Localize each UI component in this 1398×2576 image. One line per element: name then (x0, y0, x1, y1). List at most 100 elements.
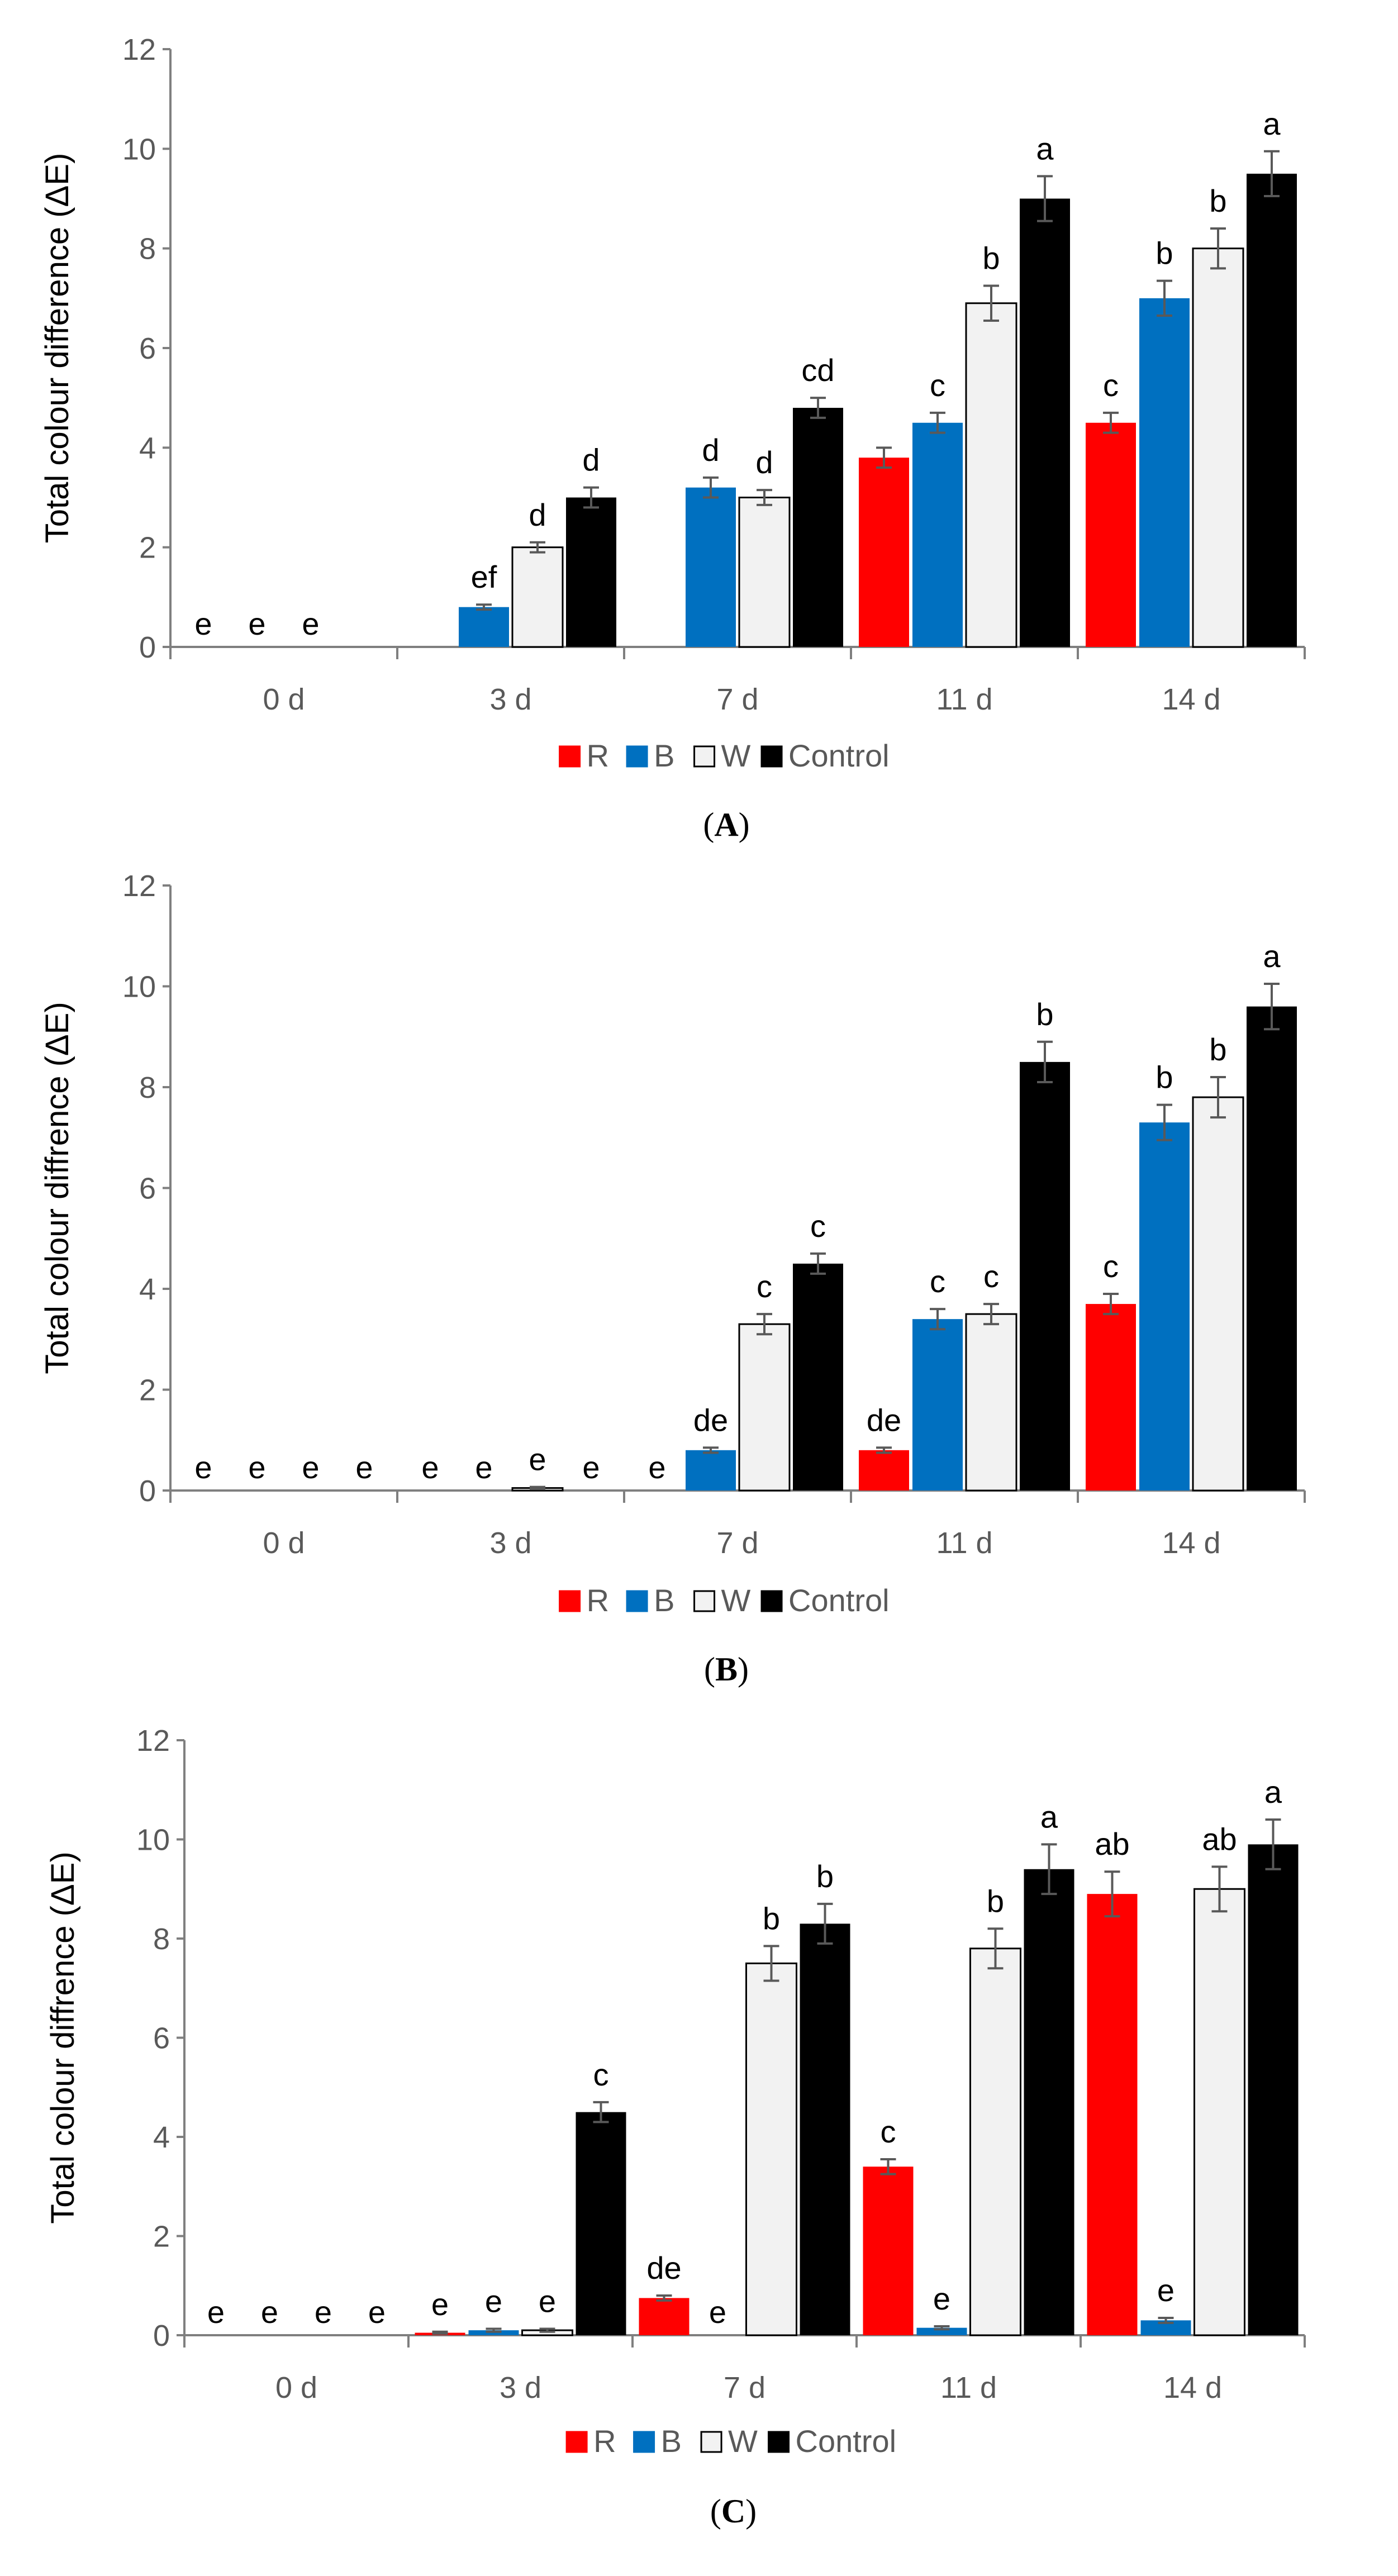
data-label: e (933, 2281, 950, 2316)
data-label: c (593, 2057, 609, 2092)
legend-swatch-W (700, 2431, 722, 2453)
data-label: b (982, 241, 1000, 276)
bar-Control (793, 1263, 843, 1491)
legend-swatch-R (559, 745, 581, 768)
y-tick-label: 12 (122, 869, 156, 903)
legend-label-B: B (661, 2423, 682, 2459)
data-label: d (702, 432, 719, 468)
data-label: e (207, 2294, 225, 2330)
data-label: e (421, 1450, 439, 1485)
data-label: e (1157, 2273, 1174, 2308)
data-label: c (810, 1208, 826, 1244)
x-tick-label: 11 d (936, 683, 992, 716)
y-tick-label: 10 (122, 132, 156, 166)
data-label: c (757, 1269, 772, 1304)
legend: R B W Control (559, 738, 890, 773)
data-label: b (987, 1883, 1004, 1918)
panel-caption: (B) (704, 1651, 749, 1688)
data-label: e (355, 1450, 373, 1485)
panel-caption: (C) (710, 2493, 757, 2530)
bar-B (912, 422, 963, 647)
x-tick-label: 3 d (500, 2371, 541, 2404)
x-tick-label: 11 d (936, 1526, 992, 1560)
data-label: ef (471, 559, 497, 594)
x-tick-label: 0 d (263, 1526, 305, 1560)
y-tick-label: 12 (136, 1724, 170, 1758)
y-axis-title: Total colour difference (ΔE) (39, 153, 75, 544)
bar-B (916, 2327, 967, 2335)
data-label: de (867, 1402, 901, 1437)
bar-Control (1248, 1844, 1299, 2335)
data-label: e (194, 1450, 212, 1485)
data-label: c (930, 1264, 945, 1299)
y-tick-label: 4 (139, 431, 156, 465)
y-tick-label: 0 (139, 1474, 156, 1508)
data-label: a (1263, 106, 1281, 141)
y-axis-title: Total colour diffrence (ΔE) (45, 1851, 81, 2223)
data-label: e (315, 2294, 332, 2330)
bar-W (511, 546, 564, 648)
bar-B (686, 487, 736, 647)
legend-label-Control: Control (788, 738, 890, 773)
legend-label-W: W (728, 2423, 758, 2459)
y-tick-label: 6 (139, 1172, 156, 1206)
data-label: c (1103, 1249, 1119, 1284)
data-label: d (755, 445, 773, 480)
data-label: b (1036, 997, 1053, 1032)
legend-swatch-R (565, 2431, 588, 2453)
data-label: de (646, 2250, 681, 2285)
data-label: e (475, 1450, 492, 1485)
x-tick-label: 3 d (489, 683, 531, 716)
bar-B (912, 1319, 963, 1491)
y-tick-label: 2 (139, 1374, 156, 1407)
bar-Control (1024, 1869, 1074, 2335)
data-label: d (529, 497, 546, 532)
y-tick-label: 8 (139, 232, 156, 266)
data-label: b (1156, 1060, 1173, 1095)
bar-R (859, 458, 909, 647)
y-axis-title: Total colour diffrence (ΔE) (39, 1002, 75, 1374)
y-tick-label: 10 (136, 1823, 170, 1857)
bar-Control (1020, 198, 1070, 647)
legend-swatch-B (633, 2431, 655, 2453)
bar-B (459, 607, 509, 647)
data-label: e (302, 606, 319, 641)
legend: R B W Control (565, 2423, 896, 2459)
data-label: c (930, 368, 945, 403)
bar-Control (1247, 1006, 1297, 1491)
y-tick-label: 8 (153, 1922, 170, 1956)
legend-label-R: R (593, 2423, 616, 2459)
legend-label-B: B (654, 1583, 674, 1618)
data-label: e (261, 2294, 278, 2330)
x-tick-label: 0 d (275, 2371, 317, 2404)
bar-W (738, 1323, 791, 1492)
data-label: b (816, 1859, 834, 1894)
data-label: e (194, 606, 212, 641)
data-label: de (693, 1402, 728, 1437)
legend-swatch-Control (760, 1590, 783, 1612)
x-tick-label: 14 d (1162, 683, 1220, 716)
y-tick-label: 2 (153, 2220, 170, 2254)
y-tick-label: 6 (139, 332, 156, 365)
data-label: b (1156, 236, 1173, 271)
data-label: e (648, 1450, 665, 1485)
bar-R (1086, 1304, 1136, 1491)
bar-W (969, 1948, 1021, 2336)
bar-R (639, 2298, 690, 2335)
bar-W (1192, 1096, 1244, 1492)
legend-swatch-R (559, 1590, 581, 1612)
data-label: e (709, 2294, 726, 2330)
bar-W (1193, 1888, 1245, 2336)
bar-R (859, 1450, 909, 1491)
legend-label-B: B (654, 738, 674, 773)
data-label: c (881, 2114, 896, 2149)
legend: R B W Control (559, 1583, 890, 1618)
legend-swatch-W (693, 745, 716, 768)
data-label: e (485, 2283, 502, 2318)
legend-swatch-Control (760, 745, 783, 768)
y-tick-label: 4 (153, 2121, 170, 2154)
legend-label-R: R (587, 738, 609, 773)
data-label: a (1264, 1774, 1282, 1810)
